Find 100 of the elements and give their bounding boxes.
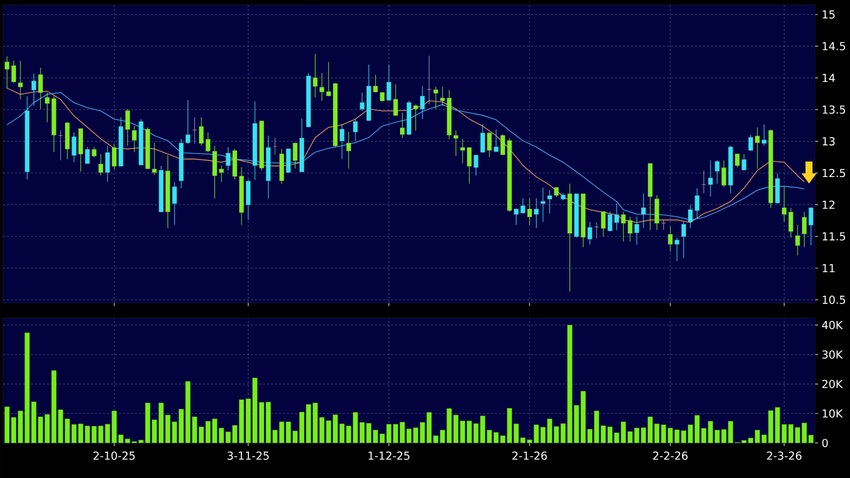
candlestick	[286, 148, 291, 174]
candlestick	[152, 142, 157, 176]
candlestick	[11, 60, 16, 84]
candlestick	[694, 188, 700, 218]
candlestick	[540, 187, 546, 222]
candlestick	[4, 56, 10, 89]
x-tick-label: 2-10-25	[94, 452, 135, 460]
candlestick	[112, 144, 117, 170]
candlestick	[742, 154, 746, 171]
y-tick-label: 20K	[822, 380, 843, 388]
candlestick	[500, 134, 506, 156]
candlestick	[292, 142, 298, 169]
candlestick	[628, 216, 632, 242]
candlestick	[440, 86, 445, 106]
y-tick-label: 14	[822, 74, 835, 82]
x-tick-label: 2-3-26	[767, 452, 802, 460]
candlestick	[534, 198, 539, 228]
candlestick	[527, 198, 532, 226]
y-tick-label: 12	[822, 200, 834, 209]
candlestick	[748, 134, 753, 152]
candlestick	[420, 86, 425, 120]
candlestick	[641, 193, 646, 228]
candlestick	[782, 186, 786, 222]
y-tick-label: 10K	[822, 409, 843, 418]
candlestick	[105, 145, 110, 182]
y-tick-label: 11	[822, 264, 835, 272]
candlestick	[380, 92, 385, 102]
candlestick	[795, 224, 800, 256]
y-tick-label: 11.5	[822, 232, 846, 240]
candlestick	[466, 147, 472, 184]
candlestick	[312, 54, 318, 98]
candlestick	[219, 165, 224, 182]
candlestick	[755, 127, 760, 169]
y-tick-label: 13	[822, 137, 835, 146]
candlestick	[788, 208, 794, 238]
candlestick	[614, 203, 620, 230]
candlestick	[808, 208, 814, 246]
candlestick	[762, 124, 766, 146]
x-tick-label: 2-1-26	[512, 452, 547, 460]
candlestick	[132, 126, 137, 152]
candlestick	[32, 73, 36, 106]
candlestick	[400, 112, 405, 138]
candlestick	[226, 146, 230, 171]
candlestick	[520, 198, 526, 214]
candlestick	[434, 86, 438, 110]
candlestick	[206, 132, 210, 152]
candlestick	[588, 222, 592, 245]
candlestick	[554, 186, 559, 198]
candlestick	[85, 146, 90, 164]
candlestick	[360, 92, 364, 112]
candlestick	[668, 226, 673, 252]
y-tick-label: 14.5	[822, 42, 846, 50]
candlestick	[340, 124, 344, 160]
candlestick	[186, 100, 190, 144]
candlestick	[320, 72, 324, 102]
candlestick	[246, 179, 251, 220]
candlestick	[98, 154, 104, 176]
y-tick-label: 12.5	[822, 168, 846, 178]
candlestick	[386, 64, 392, 102]
candlestick	[172, 182, 177, 226]
candlestick	[487, 132, 492, 158]
candlestick	[722, 160, 726, 188]
candlestick	[688, 204, 693, 228]
candlestick	[199, 116, 204, 146]
candlestick	[413, 104, 418, 131]
candlestick	[474, 154, 478, 176]
candlestick	[494, 128, 498, 152]
candlestick	[373, 74, 378, 93]
candlestick	[346, 132, 352, 169]
candlestick	[708, 160, 713, 197]
candlestick	[72, 132, 76, 163]
candlestick	[634, 216, 640, 245]
x-tick-label: 1-12-25	[368, 452, 410, 460]
candlestick	[353, 118, 358, 141]
y-tick-label: 13.5	[822, 105, 846, 114]
candlestick	[480, 124, 486, 154]
y-tick-label: 10.5	[822, 296, 846, 304]
y-tick-label: 40K	[822, 320, 843, 330]
candlestick	[714, 160, 720, 184]
candlestick	[681, 222, 686, 258]
candlestick	[460, 138, 465, 164]
candlestick	[326, 62, 331, 97]
candlestick	[802, 211, 807, 248]
candlestick	[734, 154, 740, 168]
candlestick	[454, 130, 458, 156]
candlestick	[600, 211, 606, 237]
candlestick	[621, 211, 626, 242]
y-tick-label: 15	[822, 10, 835, 19]
candlestick	[514, 208, 519, 226]
candlestick	[393, 84, 398, 116]
candlestick	[18, 60, 23, 100]
candlestick	[125, 108, 130, 146]
candlestick	[44, 92, 50, 123]
candlestick	[608, 211, 612, 232]
y-tick-label: 30K	[822, 350, 843, 359]
candlestick	[38, 67, 43, 110]
x-tick-label: 2-2-26	[653, 452, 688, 460]
candlestick	[674, 237, 680, 262]
candlestick	[547, 190, 552, 214]
x-tick-label: 3-11-25	[228, 452, 269, 460]
